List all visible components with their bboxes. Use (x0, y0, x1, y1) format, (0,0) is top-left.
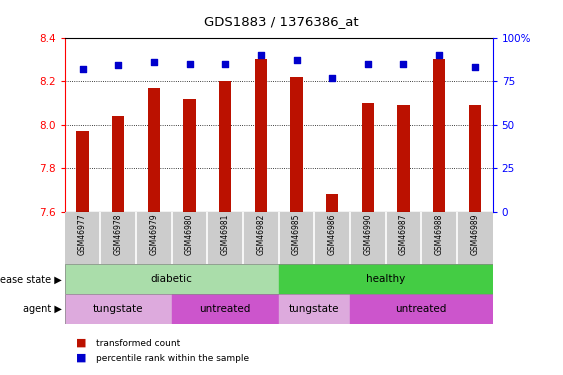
Bar (350, 294, 493, 324)
Bar (397, 105, 410, 212)
Point (399, 61, 408, 67)
Text: GSM46990: GSM46990 (363, 213, 372, 255)
Bar (433, 59, 445, 212)
Text: diabetic: diabetic (151, 274, 193, 284)
Point (435, 52, 444, 58)
Text: GSM46977: GSM46977 (78, 213, 87, 255)
Text: GSM46987: GSM46987 (399, 213, 408, 255)
Text: disease state ▶: disease state ▶ (0, 274, 62, 284)
Bar (361, 103, 374, 212)
Bar (326, 194, 338, 212)
Text: GSM46979: GSM46979 (149, 213, 158, 255)
Text: GSM46985: GSM46985 (292, 213, 301, 255)
Text: healthy: healthy (366, 274, 405, 284)
Bar (112, 116, 124, 212)
Text: ■: ■ (76, 353, 87, 363)
Text: ■: ■ (76, 338, 87, 348)
Point (78, 66, 87, 72)
Text: GSM46978: GSM46978 (114, 213, 123, 255)
Point (114, 62, 123, 68)
Text: GSM46982: GSM46982 (256, 213, 265, 255)
Text: GDS1883 / 1376386_at: GDS1883 / 1376386_at (204, 15, 359, 28)
Bar (65, 264, 279, 294)
Text: untreated: untreated (396, 304, 447, 314)
Text: GSM46981: GSM46981 (221, 213, 230, 255)
Text: GSM46989: GSM46989 (470, 213, 479, 255)
Point (292, 57, 301, 63)
Text: transformed count: transformed count (96, 339, 180, 348)
Text: tungstate: tungstate (289, 304, 339, 314)
Bar (468, 105, 481, 212)
Text: agent ▶: agent ▶ (23, 304, 62, 314)
Bar (172, 294, 279, 324)
Point (470, 64, 479, 70)
Bar (279, 264, 493, 294)
Bar (184, 99, 196, 212)
Bar (65, 294, 172, 324)
Point (185, 61, 194, 67)
Point (328, 75, 337, 81)
Bar (279, 294, 350, 324)
Bar (148, 88, 160, 212)
Text: GSM46988: GSM46988 (435, 213, 444, 255)
Point (363, 61, 372, 67)
Text: GSM46986: GSM46986 (328, 213, 337, 255)
Point (256, 52, 265, 58)
Point (149, 59, 158, 65)
Text: percentile rank within the sample: percentile rank within the sample (96, 354, 249, 363)
Text: GSM46980: GSM46980 (185, 213, 194, 255)
Text: untreated: untreated (199, 304, 251, 314)
Bar (254, 59, 267, 212)
Bar (219, 81, 231, 212)
Bar (77, 131, 89, 212)
Point (221, 61, 230, 67)
Bar (291, 77, 303, 212)
Text: tungstate: tungstate (93, 304, 144, 314)
